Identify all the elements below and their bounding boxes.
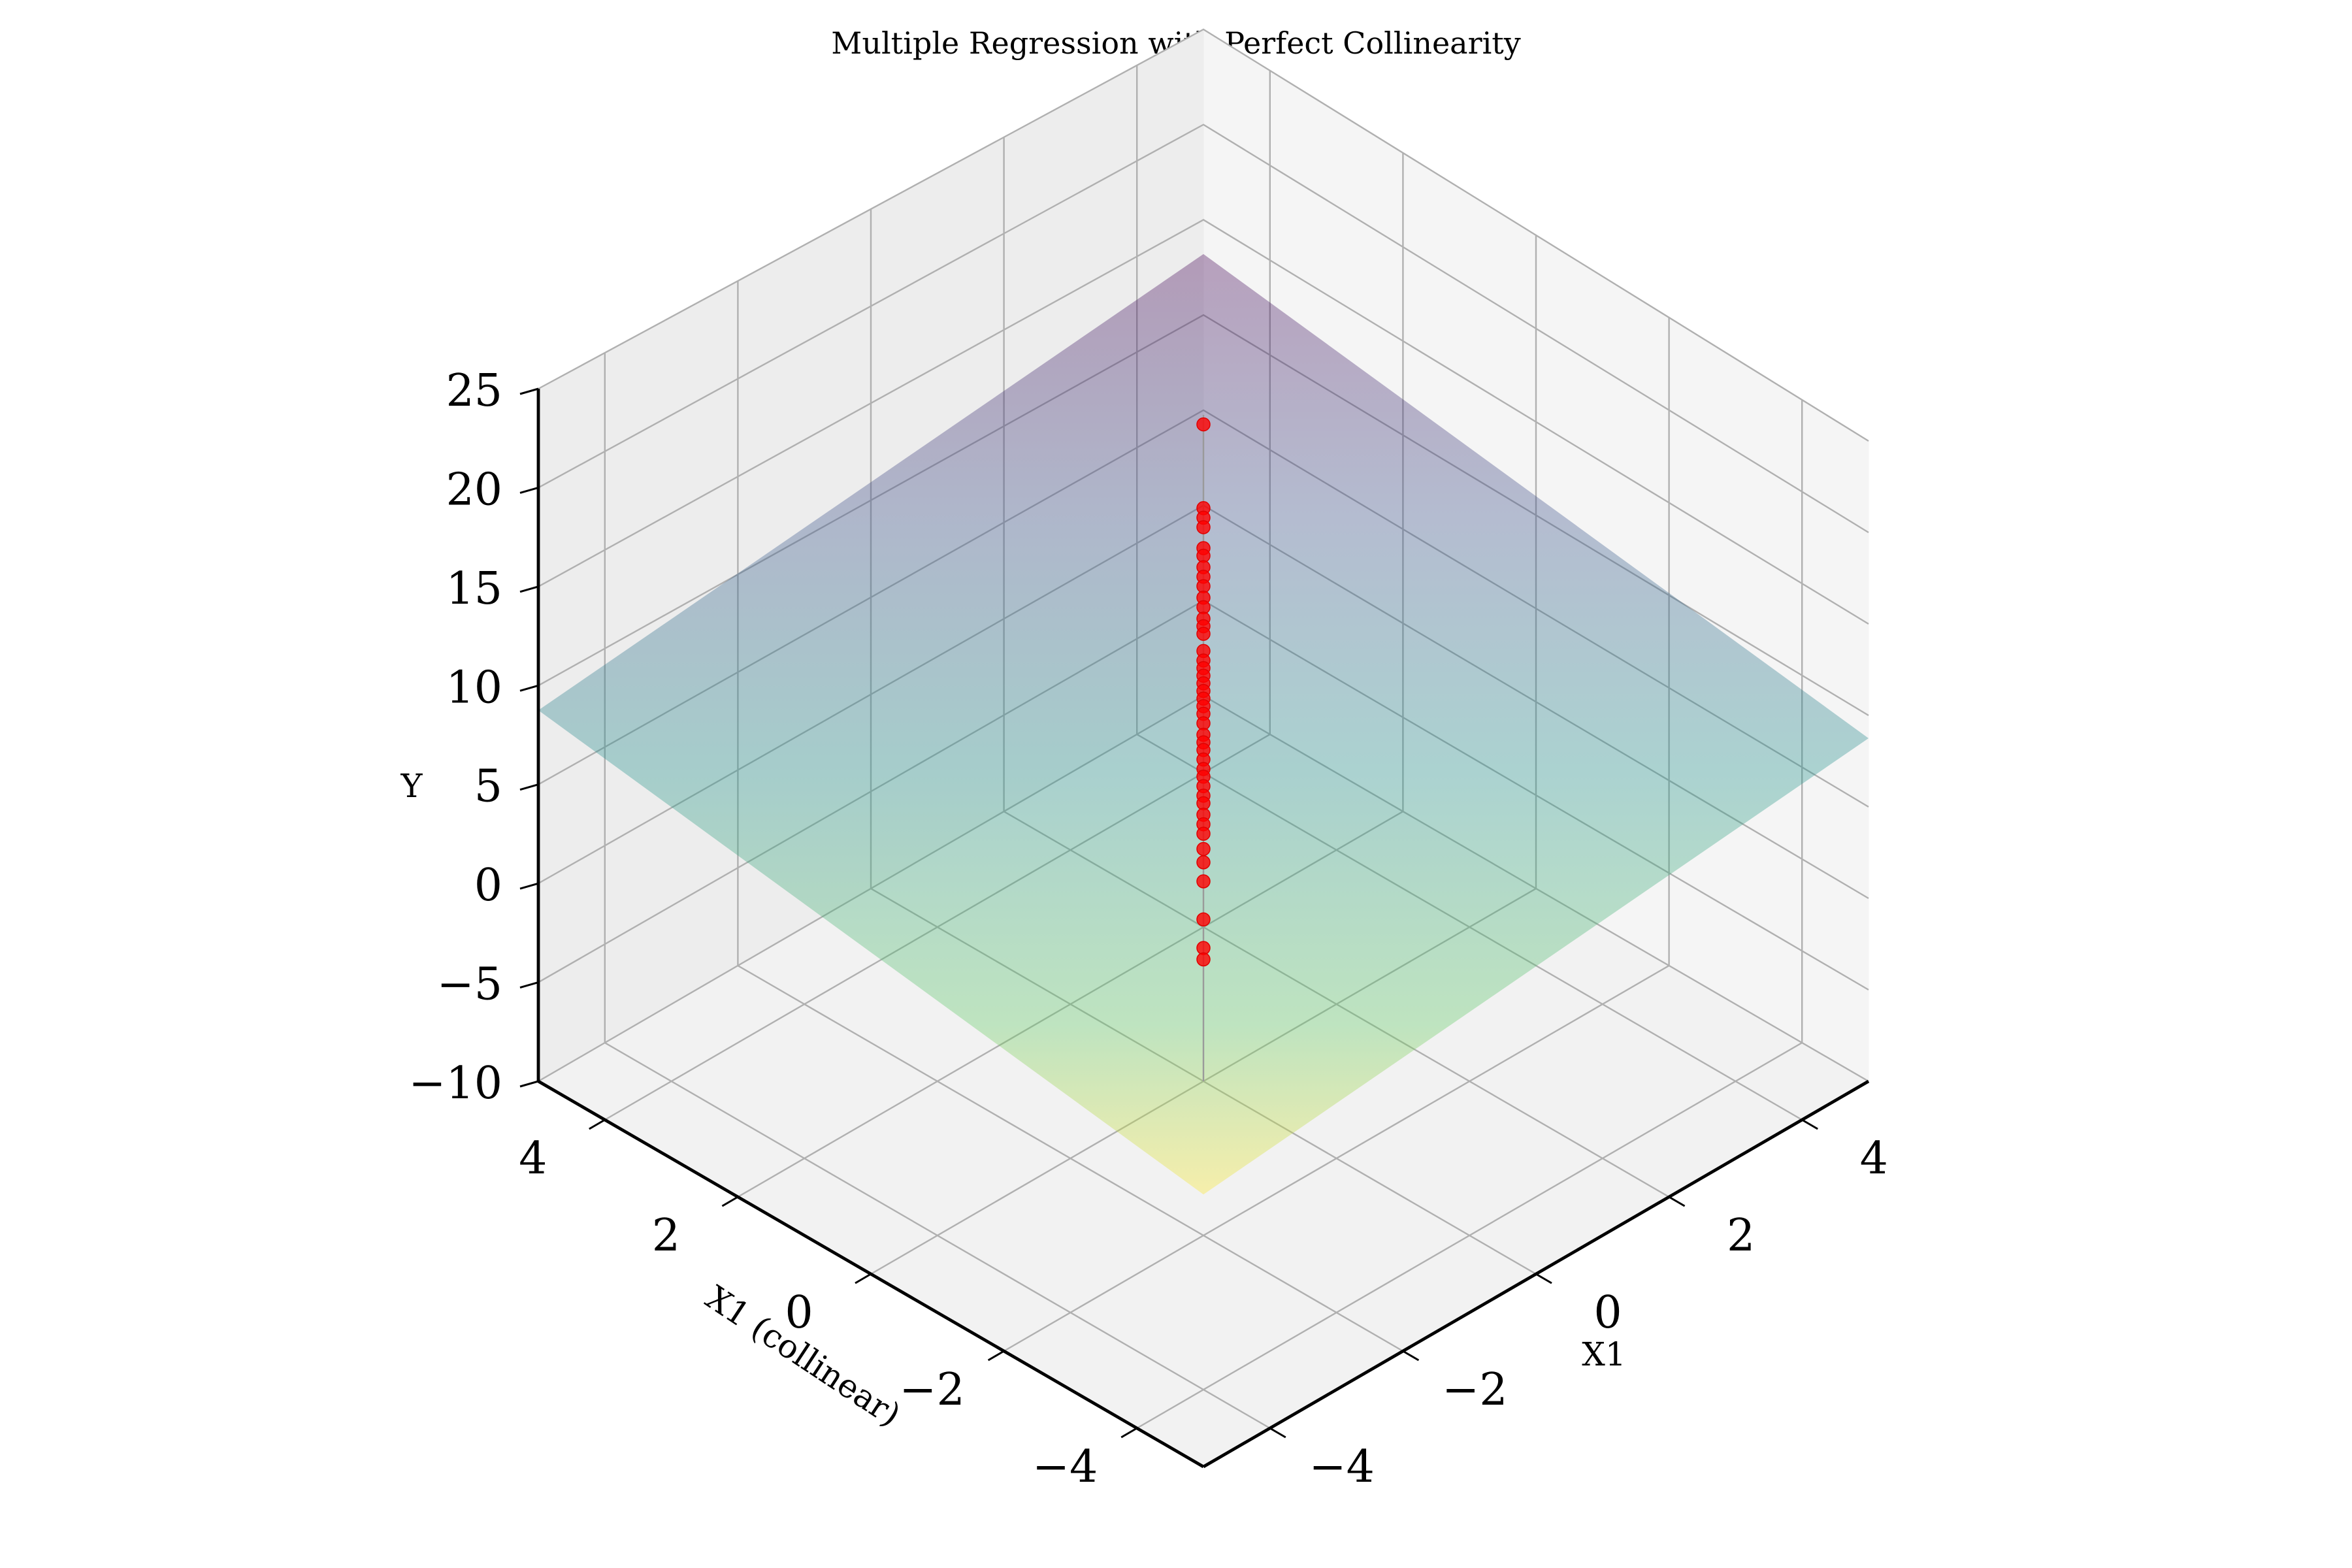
y-tick-mark bbox=[987, 1350, 1005, 1362]
y-tick-mark bbox=[1120, 1427, 1137, 1439]
x-tick-mark bbox=[1269, 1427, 1286, 1439]
grid-line-z bbox=[538, 219, 1869, 625]
scatter-point bbox=[1196, 841, 1211, 857]
y-tick-mark bbox=[721, 1196, 739, 1207]
x-tick-mark bbox=[1668, 1196, 1686, 1207]
scatter-point bbox=[1196, 874, 1211, 889]
x-tick-label: 0 bbox=[1593, 1287, 1622, 1339]
scatter-point bbox=[1196, 417, 1211, 432]
y-tick-mark bbox=[855, 1273, 872, 1284]
z-tick-mark bbox=[519, 981, 539, 989]
y-tick-mark bbox=[589, 1119, 606, 1130]
z-tick-mark bbox=[519, 1080, 539, 1088]
scatter-point bbox=[1196, 912, 1211, 927]
x-tick-mark bbox=[1801, 1119, 1818, 1130]
z-tick-mark bbox=[519, 684, 539, 692]
scatter-point bbox=[1196, 627, 1211, 641]
y-tick-label: 2 bbox=[652, 1210, 680, 1262]
z-tick-mark bbox=[519, 486, 539, 494]
z-tick-label: 10 bbox=[446, 662, 502, 713]
grid-line-z bbox=[538, 123, 1869, 534]
scatter-point bbox=[1196, 826, 1211, 841]
y-tick-label: −2 bbox=[899, 1364, 964, 1416]
grid-line-z bbox=[538, 28, 1869, 442]
x-tick-label: 2 bbox=[1727, 1210, 1755, 1262]
scatter-point bbox=[1196, 855, 1211, 870]
z-tick-label: 25 bbox=[446, 365, 502, 417]
scatter-point bbox=[1196, 520, 1211, 534]
z-axis-label: Y bbox=[400, 767, 423, 805]
z-tick-label: −5 bbox=[437, 959, 502, 1011]
x-axis-label: X1 bbox=[1582, 1335, 1625, 1373]
scatter-points-layer bbox=[1196, 415, 1211, 1081]
z-tick-mark bbox=[519, 882, 539, 890]
z-tick-mark bbox=[519, 585, 539, 593]
scatter-point bbox=[1196, 952, 1211, 967]
z-tick-label: 15 bbox=[446, 563, 502, 615]
z-tick-mark bbox=[519, 387, 539, 395]
z-tick-label: 20 bbox=[446, 464, 502, 515]
x-tick-label: −2 bbox=[1442, 1364, 1507, 1416]
z-tick-label: −10 bbox=[408, 1058, 502, 1109]
y-tick-label: 0 bbox=[785, 1287, 813, 1339]
y-tick-label: −4 bbox=[1032, 1441, 1098, 1493]
z-tick-mark bbox=[519, 783, 539, 791]
z-tick-label: 0 bbox=[474, 860, 502, 911]
y-tick-label: 4 bbox=[519, 1133, 547, 1184]
x-tick-label: 4 bbox=[1860, 1133, 1888, 1184]
x-tick-mark bbox=[1535, 1273, 1552, 1284]
x-tick-mark bbox=[1402, 1350, 1420, 1362]
z-tick-label: 5 bbox=[474, 761, 502, 813]
x-tick-label: −4 bbox=[1309, 1441, 1375, 1493]
tick-labels: −4 −2 0 2 4 −4 −2 0 2 4 −10 −5 0 5 10 15 20 25 bbox=[408, 365, 1887, 1493]
